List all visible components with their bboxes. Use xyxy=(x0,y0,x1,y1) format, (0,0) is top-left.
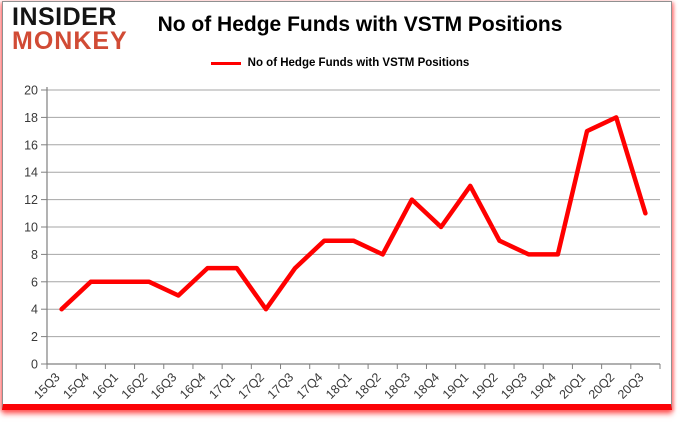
x-tick-label: 16Q2 xyxy=(119,370,151,402)
y-tick-label: 0 xyxy=(31,358,38,372)
logo-text-insider: INSIDER xyxy=(12,3,117,31)
x-tick-label: 15Q4 xyxy=(60,370,92,402)
x-tick-label: 20Q2 xyxy=(586,370,618,402)
chart-frame xyxy=(2,1,672,410)
y-tick-label: 10 xyxy=(24,221,38,235)
x-tick-label: 19Q1 xyxy=(440,370,472,402)
x-tick-label: 18Q2 xyxy=(352,370,384,402)
y-tick-label: 6 xyxy=(31,275,38,289)
x-tick-label: 19Q3 xyxy=(498,370,530,402)
x-tick-label: 18Q4 xyxy=(411,370,443,402)
series-line xyxy=(59,115,648,312)
insider-monkey-logo: INSIDER MONKEY xyxy=(12,3,128,55)
legend-line-swatch xyxy=(210,61,241,65)
x-tick-label: 19Q2 xyxy=(469,370,501,402)
x-tick-label: 18Q3 xyxy=(381,370,413,402)
x-tick-label: 16Q3 xyxy=(148,370,180,402)
chart-title: No of Hedge Funds with VSTM Positions xyxy=(157,13,563,36)
chart-legend: No of Hedge Funds with VSTM Positions xyxy=(0,57,680,69)
y-tick-label: 4 xyxy=(31,303,38,317)
x-tick-label: 16Q1 xyxy=(90,370,122,402)
y-tick-label: 2 xyxy=(31,330,38,344)
y-tick-label: 12 xyxy=(24,193,38,207)
x-tick-label: 17Q4 xyxy=(294,370,326,402)
x-tick-label: 16Q4 xyxy=(177,370,209,402)
y-tick-label: 16 xyxy=(24,138,38,152)
y-tick-label: 14 xyxy=(24,166,38,180)
y-tick-label: 8 xyxy=(31,248,38,262)
x-tick-label: 17Q3 xyxy=(265,370,297,402)
x-tick-label: 15Q3 xyxy=(31,370,63,402)
logo-text-monkey: MONKEY xyxy=(12,27,128,55)
x-tick-label: 20Q1 xyxy=(557,370,589,402)
y-tick-label: 20 xyxy=(24,84,38,98)
x-tick-label: 19Q4 xyxy=(527,370,559,402)
y-tick-label: 18 xyxy=(24,111,38,125)
x-tick-label: 20Q3 xyxy=(615,370,647,402)
legend-label: No of Hedge Funds with VSTM Positions xyxy=(247,57,470,69)
x-tick-label: 17Q1 xyxy=(206,370,238,402)
x-tick-label: 17Q2 xyxy=(236,370,268,402)
x-tick-label: 18Q1 xyxy=(323,370,355,402)
